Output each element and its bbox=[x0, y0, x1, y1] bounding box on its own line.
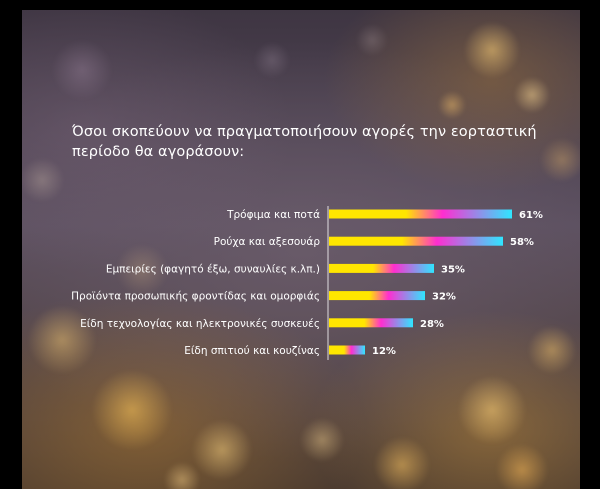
chart-title: Όσοι σκοπεύουν να πραγματοποιήσουν αγορέ… bbox=[72, 124, 537, 160]
bar bbox=[329, 291, 425, 301]
bars-group: Τρόφιμα και ποτά 61% Ρούχα και αξεσουάρ 58%… bbox=[71, 209, 543, 357]
bar bbox=[329, 209, 512, 219]
bar bbox=[329, 345, 365, 355]
bar bbox=[329, 236, 503, 246]
bar bbox=[329, 263, 434, 273]
value-label: 35% bbox=[441, 264, 465, 275]
value-label: 58% bbox=[510, 237, 534, 248]
value-label: 28% bbox=[420, 319, 444, 330]
bokeh-spot bbox=[300, 418, 344, 462]
category-label: Είδη σπιτιού και κουζίνας bbox=[184, 345, 320, 357]
bokeh-spot bbox=[92, 370, 172, 450]
bokeh-spot bbox=[464, 22, 520, 78]
bokeh-spot bbox=[254, 42, 290, 78]
category-label: Ρούχα και αξεσουάρ bbox=[214, 236, 321, 248]
bokeh-spot bbox=[438, 91, 466, 119]
category-label: Τρόφιμα και ποτά bbox=[226, 209, 320, 221]
category-label: Εμπειρίες (φαγητό έξω, συναυλίες κ.λπ.) bbox=[106, 263, 320, 275]
category-label: Προϊόντα προσωπικής φροντίδας και ομορφι… bbox=[71, 291, 320, 303]
background-frame: Όσοι σκοπεύουν να πραγματοποιήσουν αγορέ… bbox=[22, 10, 580, 489]
bokeh-spot bbox=[52, 40, 112, 100]
value-label: 12% bbox=[372, 346, 396, 357]
bokeh-spot bbox=[374, 437, 430, 489]
value-label: 61% bbox=[519, 210, 543, 221]
category-label: Είδη τεχνολογίας και ηλεκτρονικές συσκευ… bbox=[80, 318, 320, 330]
bokeh-spot bbox=[22, 158, 64, 202]
bokeh-spot bbox=[356, 24, 388, 56]
bokeh-spot bbox=[496, 444, 548, 489]
bokeh-spot bbox=[164, 462, 200, 489]
bokeh-spot bbox=[514, 77, 550, 113]
value-label: 32% bbox=[432, 292, 456, 303]
bokeh-spot bbox=[540, 138, 580, 182]
bokeh-spot bbox=[192, 420, 252, 480]
bokeh-spot bbox=[116, 244, 168, 296]
bokeh-spot bbox=[528, 326, 576, 374]
bar bbox=[329, 318, 413, 328]
bokeh-spot bbox=[28, 306, 96, 374]
bokeh-spot bbox=[458, 376, 526, 444]
